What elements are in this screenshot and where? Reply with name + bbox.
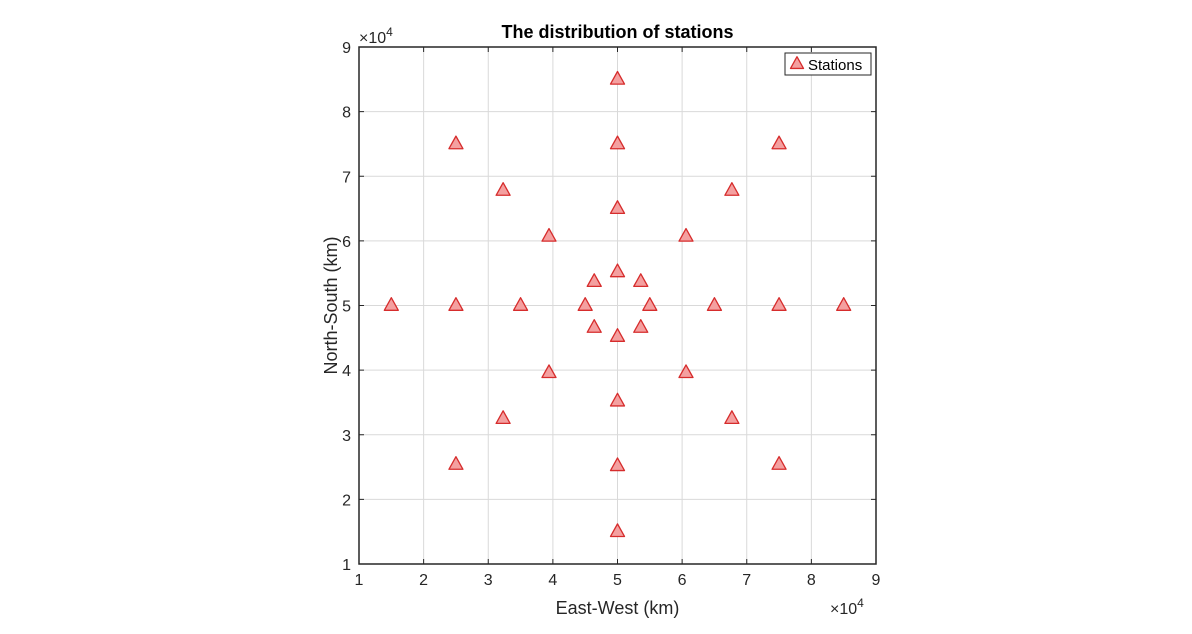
y-exponent-base: ×10 [359, 30, 386, 47]
station-marker [678, 227, 694, 242]
y-tick-label: 2 [342, 492, 351, 509]
station-marker [448, 297, 464, 311]
station-marker [541, 227, 557, 242]
x-axis-ticks: 1 2 3 4 5 6 7 8 9 [355, 47, 881, 589]
x-exponent-base: ×10 [830, 601, 857, 618]
station-marker [706, 297, 723, 311]
x-tick-label: 1 [355, 572, 364, 589]
x-tick-label: 5 [613, 572, 622, 589]
legend: Stations [784, 52, 872, 76]
station-marker [678, 364, 694, 379]
station-marker [586, 273, 602, 288]
station-marker [495, 410, 511, 425]
y-exponent-power: 4 [386, 25, 393, 39]
y-tick-label: 6 [342, 234, 351, 251]
station-marker [724, 410, 740, 425]
y-tick-label: 5 [342, 299, 351, 316]
station-marker [724, 182, 740, 196]
station-marker [577, 297, 593, 311]
station-marker [642, 297, 658, 311]
y-axis-label: North-South (km) [321, 236, 341, 374]
y-tick-label: 8 [342, 105, 351, 122]
x-tick-label: 9 [872, 572, 881, 589]
y-tick-label: 4 [342, 363, 351, 380]
stations-series [383, 70, 852, 538]
chart-title: The distribution of stations [502, 22, 734, 42]
y-tick-label: 3 [342, 428, 351, 445]
x-tick-label: 4 [548, 572, 557, 589]
y-axis-exponent: ×104 [359, 25, 393, 47]
station-marker [541, 364, 557, 379]
station-marker [609, 135, 626, 150]
legend-label-stations: Stations [808, 57, 862, 74]
legend-marker-triangle [789, 56, 805, 70]
station-marker [633, 273, 649, 288]
station-marker [609, 328, 626, 342]
x-axis-label: East-West (km) [556, 598, 680, 618]
x-tick-label: 7 [742, 572, 751, 589]
x-exponent-power: 4 [857, 596, 864, 610]
y-tick-label: 1 [342, 557, 351, 574]
station-marker [495, 182, 511, 196]
legend-box [784, 52, 872, 76]
station-marker [609, 523, 626, 538]
x-tick-label: 8 [807, 572, 816, 589]
x-tick-label: 3 [484, 572, 493, 589]
y-tick-label: 7 [342, 169, 351, 186]
station-marker [771, 135, 787, 150]
station-marker [448, 456, 464, 470]
station-marker [609, 70, 626, 85]
station-marker [448, 135, 464, 150]
station-marker [609, 263, 626, 278]
station-marker [512, 297, 529, 311]
y-axis-ticks: 1 2 3 4 5 6 7 8 9 [342, 40, 876, 574]
station-marker [771, 456, 787, 470]
station-marker [609, 392, 626, 407]
station-marker [609, 457, 626, 472]
y-tick-label: 9 [342, 40, 351, 57]
station-marker [383, 297, 399, 311]
station-marker [836, 297, 852, 311]
station-marker [771, 297, 787, 311]
x-axis-exponent: ×104 [830, 596, 864, 618]
station-marker [586, 319, 602, 333]
x-tick-label: 6 [678, 572, 687, 589]
station-marker [609, 200, 626, 215]
station-marker [633, 319, 649, 333]
x-tick-label: 2 [419, 572, 428, 589]
